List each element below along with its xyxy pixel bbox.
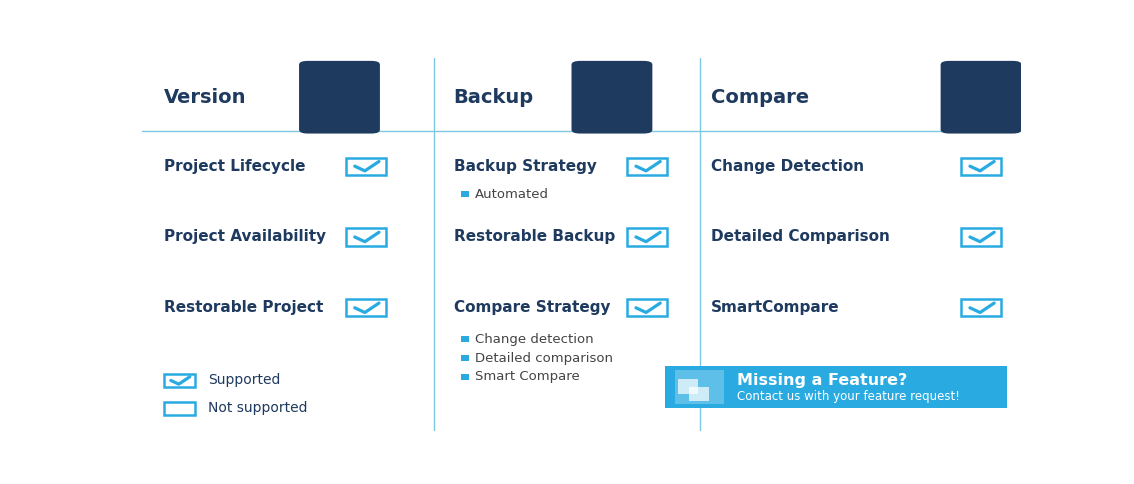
Text: Version: Version (163, 88, 246, 106)
FancyBboxPatch shape (163, 402, 195, 415)
FancyBboxPatch shape (627, 228, 667, 245)
Text: Backup Strategy: Backup Strategy (454, 159, 596, 174)
Text: Missing a Feature?: Missing a Feature? (737, 373, 907, 388)
Text: Supported: Supported (208, 374, 280, 388)
Bar (460, 355, 468, 361)
FancyBboxPatch shape (346, 158, 386, 175)
Text: Backup: Backup (454, 88, 534, 106)
Text: Detailed Comparison: Detailed Comparison (711, 229, 890, 244)
Bar (460, 191, 468, 197)
Text: Project Availability: Project Availability (163, 229, 325, 244)
Text: Detailed comparison: Detailed comparison (475, 351, 612, 364)
FancyBboxPatch shape (960, 299, 1001, 317)
Text: Automated: Automated (475, 188, 549, 200)
Text: Change detection: Change detection (475, 333, 593, 346)
Text: Change Detection: Change Detection (711, 159, 864, 174)
Text: Smart Compare: Smart Compare (475, 370, 579, 383)
Text: SmartCompare: SmartCompare (711, 300, 840, 315)
Text: Compare Strategy: Compare Strategy (454, 300, 610, 315)
FancyBboxPatch shape (960, 158, 1001, 175)
Bar (665, 365, 1007, 408)
Bar (675, 370, 723, 404)
Bar (460, 374, 468, 380)
Bar (460, 336, 468, 343)
Text: Contact us with your feature request!: Contact us with your feature request! (737, 390, 959, 403)
Bar (678, 379, 697, 393)
Bar (688, 387, 709, 401)
FancyBboxPatch shape (163, 374, 195, 387)
FancyBboxPatch shape (299, 61, 380, 134)
FancyBboxPatch shape (572, 61, 652, 134)
Text: Restorable Project: Restorable Project (163, 300, 323, 315)
FancyBboxPatch shape (940, 61, 1022, 134)
FancyBboxPatch shape (346, 228, 386, 245)
FancyBboxPatch shape (346, 299, 386, 317)
Text: Not supported: Not supported (208, 401, 307, 415)
FancyBboxPatch shape (627, 299, 667, 317)
Text: Compare: Compare (711, 88, 810, 106)
Text: Project Lifecycle: Project Lifecycle (163, 159, 305, 174)
FancyBboxPatch shape (960, 228, 1001, 245)
Text: Restorable Backup: Restorable Backup (454, 229, 615, 244)
FancyBboxPatch shape (627, 158, 667, 175)
